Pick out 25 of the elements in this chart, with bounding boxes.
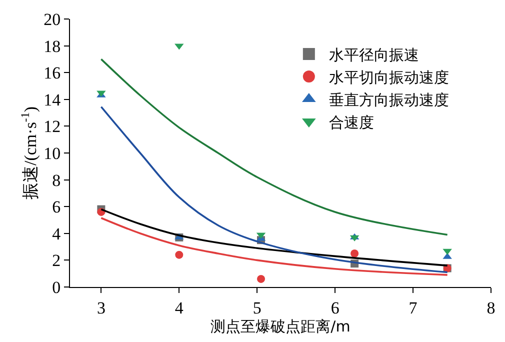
legend-label: 水平切向振动速度 bbox=[328, 68, 449, 86]
legend-label: 合速度 bbox=[328, 113, 374, 132]
x-tick-label: 4 bbox=[174, 298, 184, 318]
y-tick-label: 18 bbox=[44, 36, 61, 56]
x-axis-title: 测点至爆破点距离/m bbox=[210, 317, 350, 336]
y-tick-label: 20 bbox=[44, 10, 61, 29]
y-tick-label: 6 bbox=[52, 198, 61, 217]
x-tick-label: 6 bbox=[330, 298, 340, 318]
y-tick-label: 8 bbox=[52, 170, 61, 190]
x-tick-label: 5 bbox=[252, 298, 262, 318]
x-tick-label: 3 bbox=[96, 298, 106, 318]
legend-label: 垂直方向振动速度 bbox=[328, 90, 449, 109]
y-tick-label: 14 bbox=[44, 90, 62, 110]
y-tick-label: 2 bbox=[52, 251, 61, 270]
y-tick-label: 0 bbox=[52, 278, 61, 297]
point bbox=[175, 250, 184, 259]
point bbox=[257, 274, 266, 283]
point bbox=[350, 250, 359, 258]
y-tick-label: 16 bbox=[44, 64, 61, 83]
x-tick-label: 8 bbox=[486, 298, 496, 318]
y-tick-label: 4 bbox=[52, 224, 62, 244]
y-tick-label: 10 bbox=[44, 144, 61, 163]
y-tick-label: 12 bbox=[44, 117, 61, 136]
x-tick-label: 7 bbox=[408, 298, 418, 318]
legend-label: 水平径向振速 bbox=[328, 46, 419, 64]
